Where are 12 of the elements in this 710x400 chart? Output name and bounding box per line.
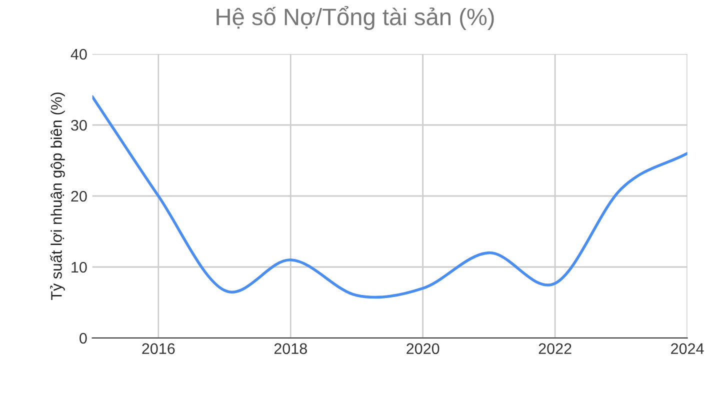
x-tick-label: 2018 bbox=[274, 343, 307, 354]
x-tick-label: 2022 bbox=[538, 343, 572, 354]
x-tick-label: 2016 bbox=[142, 343, 175, 354]
x-tick-label: 2020 bbox=[406, 343, 440, 354]
y-tick-label: 0 bbox=[80, 332, 87, 344]
y-tick-label: 10 bbox=[72, 262, 87, 273]
x-tick-label: 2024 bbox=[671, 343, 704, 354]
chart-title: Hệ số Nợ/Tổng tài sản (%) bbox=[216, 6, 494, 30]
y-tick-label: 40 bbox=[70, 48, 87, 60]
y-tick-label: 20 bbox=[71, 190, 87, 202]
y-axis-title: Tỷ suất lợi nhuận gộp biên (%) bbox=[50, 92, 65, 300]
y-tick-label: 30 bbox=[71, 120, 87, 131]
